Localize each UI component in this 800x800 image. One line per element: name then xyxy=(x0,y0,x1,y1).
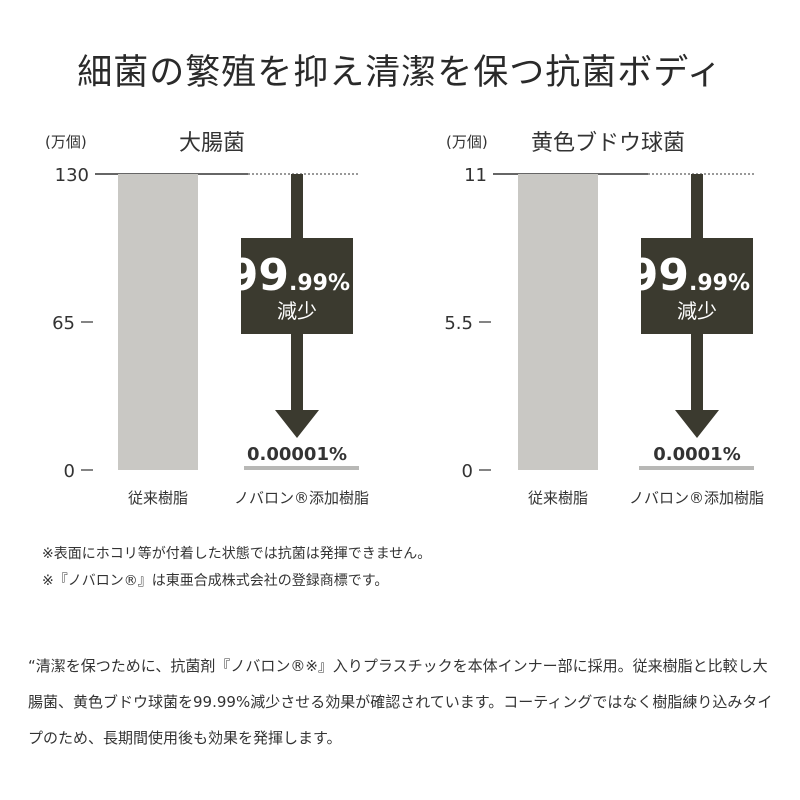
chart0-ytick-label: 0 xyxy=(64,461,75,482)
chart1-category-label: ノバロン®添加樹脂 xyxy=(629,489,764,507)
chart1-bar-additive xyxy=(639,466,754,470)
chart1-chart-title: 黄色ブドウ球菌 xyxy=(531,131,685,156)
chart1-category-label: 従来樹脂 xyxy=(528,489,588,507)
chart1-unit-label: (万個) xyxy=(446,133,488,151)
chart1-reduction-big: 99 xyxy=(628,250,689,301)
chart0-ytick-label: 65 xyxy=(52,313,75,334)
chart1-reduction-label: 減少 xyxy=(677,299,717,323)
feature-description: “清潔を保つために、抗菌剤『ノバロン®※』入りプラスチックを本体インナー部に採用… xyxy=(28,657,773,747)
chart0-category-label: 従来樹脂 xyxy=(128,489,188,507)
chart1-ytick-label: 11 xyxy=(464,165,487,186)
chart1-reduction-small: .99% xyxy=(689,271,750,296)
chart0-reduction-small: .99% xyxy=(289,271,350,296)
chart0-bar-conventional xyxy=(118,174,198,470)
chart0-reduction-label: 減少 xyxy=(277,299,317,323)
chart1-ytick-label: 0 xyxy=(462,461,473,482)
chart0-bar-additive xyxy=(244,466,359,470)
chart0-reduction-big: 99 xyxy=(228,250,289,301)
dust-note: ※表面にホコリ等が付着した状態では抗菌は発揮できません。 xyxy=(42,546,432,562)
chart0-result-label: 0.00001% xyxy=(247,444,347,465)
page-title: 細菌の繁殖を抑え清潔を保つ抗菌ボディ xyxy=(77,53,723,93)
trademark-note: ※『ノバロン®』は東亜合成株式会社の登録商標です。 xyxy=(42,573,389,589)
chart1-ytick-label: 5.5 xyxy=(444,313,473,334)
chart1-bar-conventional xyxy=(518,174,598,470)
chart0-unit-label: (万個) xyxy=(45,133,87,151)
chart0-category-label: ノバロン®添加樹脂 xyxy=(234,489,369,507)
chart0-reduction-badge xyxy=(241,238,353,334)
chart0-chart-title: 大腸菌 xyxy=(179,131,245,156)
chart1-result-label: 0.0001% xyxy=(653,444,741,465)
chart0-ytick-label: 130 xyxy=(55,165,89,186)
chart1-reduction-badge xyxy=(641,238,753,334)
